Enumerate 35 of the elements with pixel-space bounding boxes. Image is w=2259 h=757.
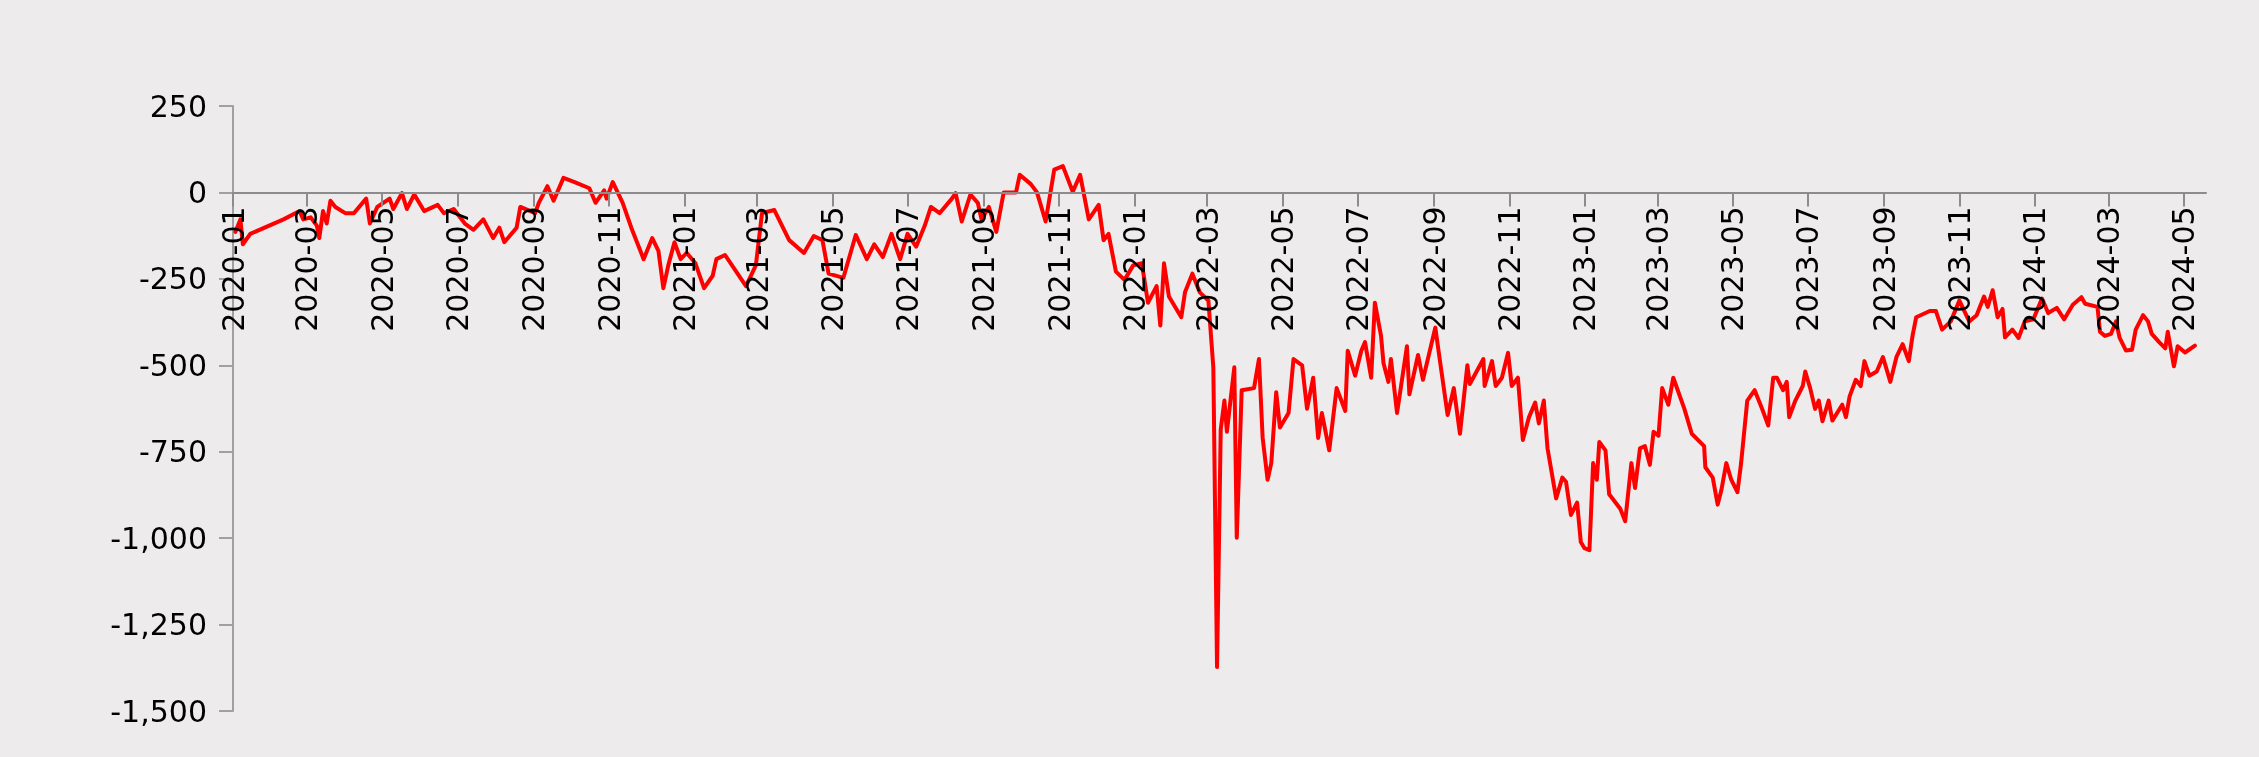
y-tick-label: -250 bbox=[138, 261, 207, 297]
x-tick-label: 2023-03 bbox=[1639, 206, 1675, 332]
x-tick-label: 2023-07 bbox=[1790, 206, 1826, 332]
x-tick-label: 2024-01 bbox=[2017, 206, 2053, 332]
x-tick-label: 2021-07 bbox=[890, 206, 926, 332]
x-tick-label: 2022-03 bbox=[1189, 206, 1225, 332]
x-tick-label: 2021-01 bbox=[666, 206, 702, 332]
x-tick-label: 2020-07 bbox=[439, 206, 475, 332]
x-tick-label: 2022-05 bbox=[1264, 206, 1300, 332]
x-tick-label: 2021-09 bbox=[966, 206, 1002, 332]
x-tick-label: 2023-05 bbox=[1714, 206, 1750, 332]
y-tick-label: -1,000 bbox=[110, 520, 207, 556]
y-tick-label: -750 bbox=[138, 434, 207, 470]
x-tick-label: 2024-05 bbox=[2166, 206, 2202, 332]
x-tick-label: 2023-09 bbox=[1866, 206, 1902, 332]
y-tick-label: 250 bbox=[149, 88, 207, 124]
y-tick-label: -1,250 bbox=[110, 607, 207, 643]
y-tick-label: 0 bbox=[187, 174, 207, 210]
x-tick-label: 2024-03 bbox=[2091, 206, 2127, 332]
x-tick-label: 2021-03 bbox=[739, 206, 775, 332]
x-tick-label: 2020-03 bbox=[289, 206, 325, 332]
x-tick-label: 2020-05 bbox=[364, 206, 400, 332]
x-tick-label: 2021-11 bbox=[1041, 206, 1077, 332]
y-tick-label: -500 bbox=[138, 347, 207, 383]
x-tick-label: 2022-01 bbox=[1116, 206, 1152, 332]
x-tick-label: 2023-01 bbox=[1567, 206, 1603, 332]
x-tick-label: 2022-07 bbox=[1340, 206, 1376, 332]
x-tick-label: 2022-11 bbox=[1491, 206, 1527, 332]
x-tick-label: 2020-11 bbox=[591, 206, 627, 332]
x-tick-label: 2020-09 bbox=[516, 206, 552, 332]
x-tick-label: 2020-01 bbox=[215, 206, 251, 332]
x-tick-label: 2022-09 bbox=[1416, 206, 1452, 332]
x-tick-label: 2021-05 bbox=[814, 206, 850, 332]
y-tick-label: -1,500 bbox=[110, 693, 207, 729]
x-tick-label: 2023-11 bbox=[1941, 206, 1977, 332]
